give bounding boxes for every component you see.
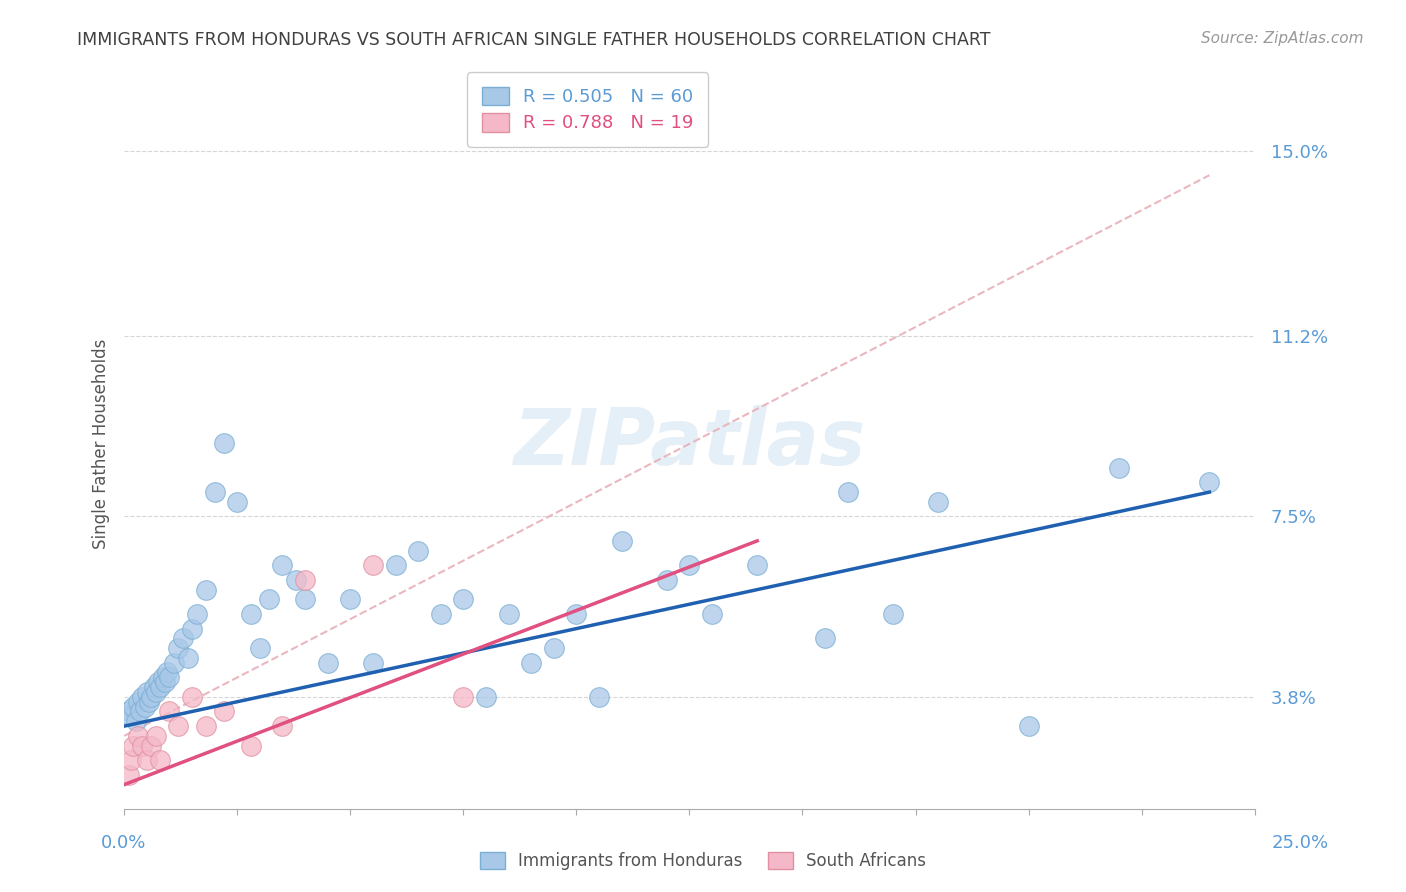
Point [134,699,156,714]
Point [475,690,498,704]
Text: ZIPatlas: ZIPatlas [513,405,866,482]
Point [181,622,204,636]
Point [142,680,165,694]
Point [127,729,149,743]
Point [159,705,181,719]
Point [361,558,384,573]
Point [453,592,475,607]
Point [239,607,262,621]
Point [135,685,157,699]
Point [361,656,384,670]
Point [212,705,235,719]
Point [135,753,157,767]
Point [120,709,142,723]
Point [172,632,194,646]
Point [239,739,262,753]
Point [588,690,610,704]
Point [747,558,769,573]
Point [1018,719,1040,733]
Point [271,719,294,733]
Point [131,739,153,753]
Point [131,690,153,704]
Point [257,592,280,607]
Point [167,641,190,656]
Text: IMMIGRANTS FROM HONDURAS VS SOUTH AFRICAN SINGLE FATHER HOUSEHOLDS CORRELATION C: IMMIGRANTS FROM HONDURAS VS SOUTH AFRICA… [77,31,991,49]
Point [565,607,588,621]
Legend: R = 0.505   N = 60, R = 0.788   N = 19: R = 0.505 N = 60, R = 0.788 N = 19 [467,72,709,147]
Point [141,739,163,753]
Point [339,592,361,607]
Point [146,675,169,690]
Point [194,582,217,597]
Point [882,607,904,621]
Text: 25.0%: 25.0% [1271,834,1329,852]
Point [294,592,316,607]
Point [285,573,308,587]
Point [1108,460,1130,475]
Point [122,699,145,714]
Point [156,665,179,680]
Point [127,695,149,709]
Point [249,641,271,656]
Point [271,558,294,573]
Point [1198,475,1220,490]
Point [141,690,163,704]
Point [655,573,678,587]
Point [163,656,186,670]
Point [520,656,543,670]
Point [122,739,145,753]
Point [145,685,167,699]
Point [149,680,172,694]
Text: 0.0%: 0.0% [101,834,146,852]
Point [129,705,152,719]
Point [176,651,198,665]
Point [316,656,339,670]
Point [120,753,142,767]
Point [212,436,235,450]
Point [453,690,475,704]
Point [498,607,520,621]
Point [384,558,406,573]
Point [814,632,837,646]
Legend: Immigrants from Honduras, South Africans: Immigrants from Honduras, South Africans [474,845,932,877]
Text: Source: ZipAtlas.com: Source: ZipAtlas.com [1201,31,1364,46]
Point [138,695,160,709]
Point [927,495,949,509]
Point [153,675,176,690]
Point [678,558,700,573]
Point [837,485,859,500]
Point [159,670,181,684]
Point [194,719,217,733]
Point [204,485,226,500]
Point [429,607,451,621]
Point [124,714,146,729]
Y-axis label: Single Father Households: Single Father Households [93,338,110,549]
Point [152,670,174,684]
Point [118,768,141,782]
Point [181,690,204,704]
Point [226,495,249,509]
Point [610,533,633,548]
Point [294,573,316,587]
Point [118,705,141,719]
Point [543,641,565,656]
Point [186,607,208,621]
Point [167,719,190,733]
Point [149,753,172,767]
Point [145,729,167,743]
Point [406,543,429,558]
Point [700,607,723,621]
